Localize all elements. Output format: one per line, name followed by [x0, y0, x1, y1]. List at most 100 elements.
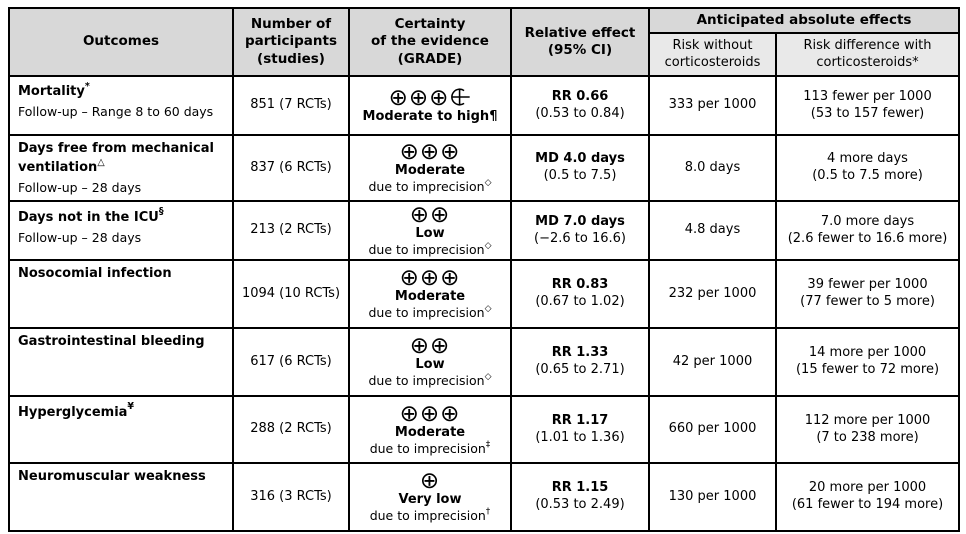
- grade-cell: ⊕⊕ Low due to imprecision◇: [348, 327, 512, 398]
- grade-reason: due to imprecision◇: [368, 372, 492, 389]
- grade-label: Moderate: [394, 424, 466, 440]
- participants-cell: 288 (2 RCTs): [232, 395, 350, 465]
- grade-cell: ⊕⊕⊕ Moderate due to imprecision‡: [348, 395, 512, 465]
- outcome-title: Days free from mechanical ventilation△: [18, 141, 214, 176]
- effect-value: RR 1.33: [551, 345, 609, 361]
- risk-baseline-cell: 130 per 1000: [648, 462, 777, 533]
- outcome-cell: Gastrointestinal bleeding: [8, 327, 234, 398]
- effect-ci: (0.67 to 1.02): [535, 294, 625, 310]
- participants-cell: 316 (3 RCTs): [232, 462, 350, 533]
- col-header-risk-without: Risk without corticosteroids: [648, 32, 777, 77]
- effect-ci: (1.01 to 1.36): [535, 429, 625, 445]
- grade-reason: due to imprecision‡: [369, 439, 491, 456]
- outcome-cell: Neuromuscular weakness: [8, 462, 234, 533]
- grade-plus-symbols: ⊕⊕⊕: [354, 86, 506, 110]
- risk-baseline-cell: 42 per 1000: [648, 327, 777, 398]
- grade-reason: due to imprecision†: [369, 507, 491, 524]
- grade-plus-symbols: ⊕⊕: [409, 201, 451, 228]
- effect-cell: RR 1.15 (0.53 to 2.49): [510, 462, 650, 533]
- grade-evidence-table: Outcomes Number of participants (studies…: [8, 7, 961, 533]
- footnote-marker: ◇: [484, 304, 492, 315]
- col-header-risk-difference: Risk difference with corticosteroids*: [774, 32, 961, 77]
- row-icu-free-days: Days not in the ICU§ Follow-up – 28 days…: [8, 200, 961, 262]
- followup-text: Follow-up – 28 days: [18, 180, 142, 196]
- outcome-title: Nosocomial infection: [18, 266, 172, 282]
- effect-cell: MD 7.0 days (−2.6 to 16.6): [510, 200, 650, 262]
- outcome-title: Mortality*: [18, 81, 90, 100]
- grade-plus-symbols: ⊕⊕⊕: [399, 265, 461, 292]
- row-nosocomial-infection: Nosocomial infection 1094 (10 RCTs) ⊕⊕⊕ …: [8, 259, 961, 330]
- outcome-cell: Mortality* Follow-up – Range 8 to 60 day…: [8, 75, 234, 136]
- participants-cell: 213 (2 RCTs): [232, 200, 350, 262]
- effect-value: MD 7.0 days: [535, 213, 625, 229]
- grade-label: Moderate to high¶: [362, 109, 498, 125]
- risk-difference-cell: 20 more per 1000 (61 fewer to 194 more): [774, 462, 961, 533]
- footnote-marker: *: [84, 81, 90, 92]
- row-neuromuscular-weakness: Neuromuscular weakness 316 (3 RCTs) ⊕ Ve…: [8, 462, 961, 533]
- grade-plus-symbols: ⊕⊕⊕: [399, 139, 461, 166]
- risk-baseline-cell: 333 per 1000: [648, 75, 777, 136]
- effect-ci: (0.53 to 0.84): [535, 105, 625, 121]
- effect-value: RR 0.66: [551, 88, 609, 104]
- outcome-title: Neuromuscular weakness: [18, 469, 206, 485]
- grade-plus-symbols: ⊕: [419, 468, 441, 495]
- grade-label: Very low: [398, 492, 462, 508]
- grade-plus-symbols: ⊕⊕: [409, 333, 451, 360]
- risk-difference-cell: 112 more per 1000 (7 to 238 more): [774, 395, 961, 465]
- outcome-title: Days not in the ICU§: [18, 206, 164, 225]
- risk-baseline-cell: 8.0 days: [648, 133, 777, 203]
- effect-value: RR 1.15: [551, 480, 609, 496]
- grade-reason: due to imprecision◇: [368, 240, 492, 257]
- header-row-sub: Risk without corticosteroids Risk differ…: [9, 32, 961, 77]
- effect-ci: (0.53 to 2.49): [535, 497, 625, 513]
- risk-baseline-cell: 4.8 days: [648, 200, 777, 262]
- grade-half-plus-icon: [451, 88, 471, 106]
- grade-cell: ⊕⊕⊕ Moderate due to imprecision◇: [348, 259, 512, 330]
- footnote-marker: §: [158, 206, 164, 218]
- grade-label: Low: [415, 225, 445, 241]
- footnote-marker: ◇: [484, 240, 492, 251]
- footnote-marker: ◇: [484, 372, 492, 383]
- col-header-certainty: Certainty of the evidence (GRADE): [348, 7, 512, 77]
- row-gastrointestinal-bleeding: Gastrointestinal bleeding 617 (6 RCTs) ⊕…: [8, 327, 961, 398]
- effect-value: RR 1.17: [551, 412, 609, 428]
- grade-reason: due to imprecision◇: [368, 304, 492, 321]
- row-mortality: Mortality* Follow-up – Range 8 to 60 day…: [8, 75, 961, 136]
- grade-plus-symbols: ⊕⊕⊕: [399, 400, 461, 427]
- footnote-marker: ¥: [127, 401, 135, 413]
- outcome-cell: Hyperglycemia¥: [8, 395, 234, 465]
- risk-difference-cell: 113 fewer per 1000 (53 to 157 fewer): [774, 75, 961, 136]
- effect-cell: RR 0.83 (0.67 to 1.02): [510, 259, 650, 330]
- outcome-title: Gastrointestinal bleeding: [18, 334, 205, 350]
- grade-cell: ⊕ Very low due to imprecision†: [348, 462, 512, 533]
- effect-ci: (0.65 to 2.71): [535, 362, 625, 378]
- grade-cell: ⊕⊕ Low due to imprecision◇: [348, 200, 512, 262]
- footnote-marker: ¶: [489, 109, 498, 125]
- col-header-relative-effect: Relative effect (95% CI): [510, 7, 650, 77]
- outcome-cell: Days free from mechanical ventilation△ F…: [8, 133, 234, 203]
- followup-text: Follow-up – Range 8 to 60 days: [18, 104, 214, 120]
- footnote-marker: ‡: [485, 439, 491, 450]
- footnote-marker: ◇: [484, 177, 492, 188]
- risk-difference-cell: 14 more per 1000 (15 fewer to 72 more): [774, 327, 961, 398]
- risk-baseline-cell: 660 per 1000: [648, 395, 777, 465]
- row-ventilation-free-days: Days free from mechanical ventilation△ F…: [8, 133, 961, 203]
- effect-ci: (−2.6 to 16.6): [534, 230, 626, 246]
- followup-text: Follow-up – 28 days: [18, 229, 142, 245]
- risk-difference-cell: 7.0 more days (2.6 fewer to 16.6 more): [774, 200, 961, 262]
- participants-cell: 1094 (10 RCTs): [232, 259, 350, 330]
- grade-label: Moderate: [394, 289, 466, 305]
- grade-label: Moderate: [394, 163, 466, 179]
- footnote-marker: †: [485, 507, 491, 518]
- effect-cell: RR 1.17 (1.01 to 1.36): [510, 395, 650, 465]
- effect-cell: RR 1.33 (0.65 to 2.71): [510, 327, 650, 398]
- risk-baseline-cell: 232 per 1000: [648, 259, 777, 330]
- outcome-title: Hyperglycemia¥: [18, 401, 135, 420]
- outcome-cell: Days not in the ICU§ Follow-up – 28 days: [8, 200, 234, 262]
- col-header-participants: Number of participants (studies): [232, 7, 350, 77]
- grade-reason: due to imprecision◇: [368, 177, 492, 195]
- effect-value: MD 4.0 days: [535, 151, 625, 167]
- row-hyperglycemia: Hyperglycemia¥ 288 (2 RCTs) ⊕⊕⊕ Moderate…: [8, 395, 961, 465]
- risk-difference-cell: 4 more days (0.5 to 7.5 more): [774, 133, 961, 203]
